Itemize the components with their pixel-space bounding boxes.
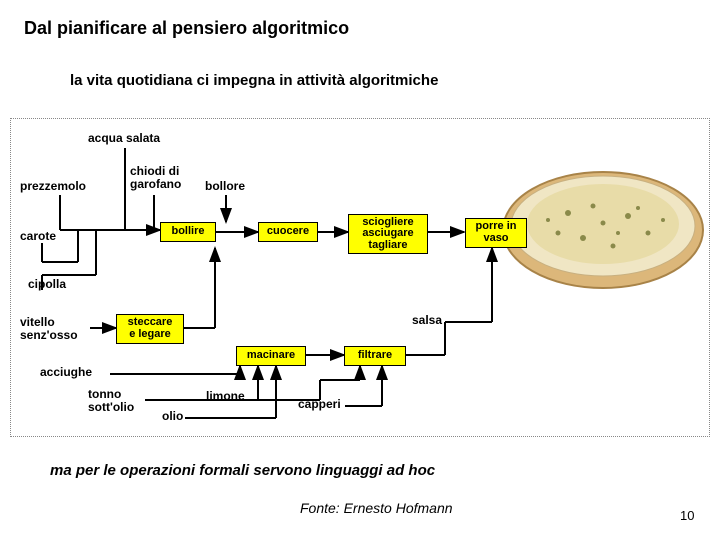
box-macinare: macinare — [236, 346, 306, 366]
box-cuocere: cuocere — [258, 222, 318, 242]
footer-bold: ma per le operazioni formali servono lin… — [50, 462, 435, 479]
label-tonno: tonnosott'olio — [88, 388, 134, 413]
box-sciogliere: sciogliereasciugaretagliare — [348, 214, 428, 254]
label-bollore: bollore — [205, 180, 245, 193]
label-acqua-salata: acqua salata — [88, 132, 160, 145]
box-steccare: steccaree legare — [116, 314, 184, 344]
footer-source: Fonte: Ernesto Hofmann — [300, 500, 453, 516]
label-cipolla: cipolla — [28, 278, 66, 291]
label-vitello: vitellosenz'osso — [20, 316, 78, 341]
label-prezzemolo: prezzemolo — [20, 180, 86, 193]
label-olio: olio — [162, 410, 183, 423]
label-acciughe: acciughe — [40, 366, 92, 379]
label-salsa: salsa — [412, 314, 442, 327]
box-bollire: bollire — [160, 222, 216, 242]
label-carote: carote — [20, 230, 56, 243]
box-porre: porre invaso — [465, 218, 527, 248]
label-capperi: capperi — [298, 398, 341, 411]
flow-arrows — [0, 0, 720, 540]
label-limone: limone — [206, 390, 245, 403]
label-chiodi-di-garofano: chiodi digarofano — [130, 165, 181, 190]
page-number: 10 — [680, 508, 694, 523]
box-filtrare: filtrare — [344, 346, 406, 366]
